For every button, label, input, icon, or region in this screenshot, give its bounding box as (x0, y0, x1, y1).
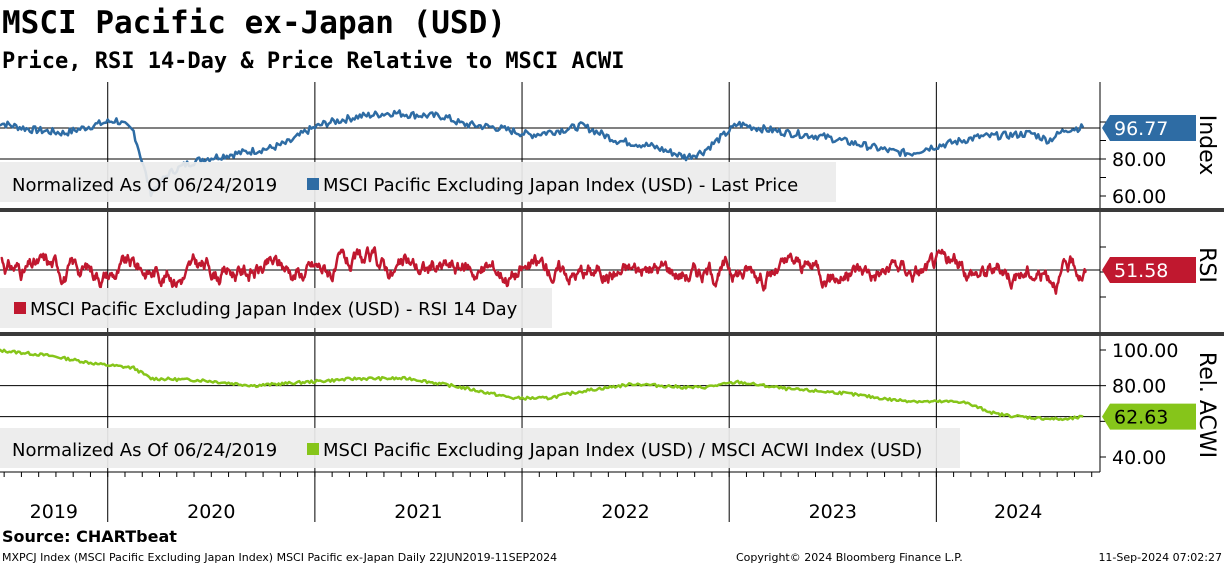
y-axis-title: RSI (1194, 247, 1219, 283)
footer-right: 11-Sep-2024 07:02:27 (1098, 551, 1222, 564)
relative-legend: Normalized As Of 06/24/2019 MSCI Pacific … (0, 428, 960, 468)
legend-swatch (307, 178, 319, 190)
y-axis-title: Index (1194, 115, 1219, 176)
legend-series-label: MSCI Pacific Excluding Japan Index (USD)… (323, 440, 922, 461)
panel-divider (0, 208, 1224, 212)
legend-series-label: MSCI Pacific Excluding Japan Index (USD)… (30, 299, 518, 320)
footer-left: MXPCJ Index (MSCI Pacific Excluding Japa… (2, 551, 557, 564)
last-value-tag (1102, 403, 1196, 430)
x-year-label: 2022 (601, 501, 649, 523)
legend-background (0, 428, 960, 468)
x-year-label: 2019 (30, 501, 78, 523)
rsi-series-line (0, 246, 1087, 295)
y-tick-label: 100.00 (1112, 340, 1178, 362)
legend-note: Normalized As Of 06/24/2019 (12, 175, 277, 196)
relative-series-line (0, 348, 1084, 422)
price-legend: Normalized As Of 06/24/2019 MSCI Pacific … (0, 162, 836, 202)
legend-background (0, 162, 836, 202)
chart-title: MSCI Pacific ex-Japan (USD) (2, 5, 506, 41)
rsi-panel: RSI MSCI Pacific Excluding Japan Index (U… (0, 212, 1224, 336)
x-year-label: 2020 (187, 501, 235, 523)
y-tick-label: 40.00 (1112, 447, 1166, 469)
legend-background (0, 288, 552, 328)
y-tick-label: 80.00 (1112, 376, 1166, 398)
legend-swatch (14, 302, 26, 314)
last-value-tag (1102, 114, 1196, 141)
chart-subtitle: Price, RSI 14-Day & Price Relative to MS… (2, 49, 625, 74)
legend-note: Normalized As Of 06/24/2019 (12, 440, 277, 461)
x-year-label: 2021 (394, 501, 442, 523)
legend-swatch (307, 443, 319, 455)
panel-divider (0, 332, 1224, 336)
last-value-label: 62.63 (1114, 407, 1168, 429)
last-value-label: 96.77 (1114, 118, 1168, 140)
price-panel: 60.00 80.00 Index Normalized As Of 06/24/20… (0, 82, 1224, 212)
rsi-legend: MSCI Pacific Excluding Japan Index (USD)… (0, 288, 552, 328)
x-year-label: 2024 (994, 501, 1042, 523)
source-note: Source: CHARTbeat (2, 527, 177, 546)
last-value-tag (1102, 257, 1196, 284)
legend-series-label: MSCI Pacific Excluding Japan Index (USD)… (323, 175, 798, 196)
x-axis: 2019 2020 2021 2022 2023 2024 (0, 471, 1100, 523)
y-tick-label: 80.00 (1112, 149, 1166, 171)
footer-center: Copyright© 2024 Bloomberg Finance L.P. (736, 551, 963, 564)
relative-panel: 40.00 80.00 100.00 Rel. ACWI Normalized As O… (0, 336, 1219, 472)
y-axis-title: Rel. ACWI (1194, 352, 1219, 458)
y-tick-label: 60.00 (1112, 186, 1166, 208)
x-year-label: 2023 (809, 501, 857, 523)
last-value-label: 51.58 (1114, 260, 1168, 282)
